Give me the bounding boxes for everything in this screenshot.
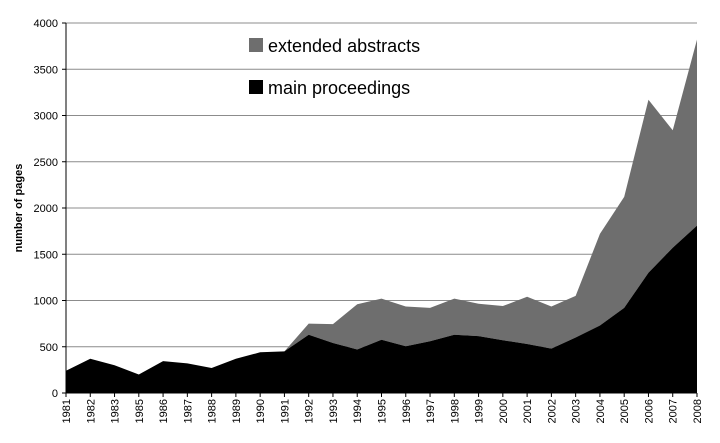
x-tick-label: 1998 — [449, 399, 461, 423]
x-tick-label: 1988 — [207, 399, 219, 423]
gridlines — [66, 22, 697, 348]
legend-label-extended-abstracts: extended abstracts — [268, 36, 420, 56]
x-tick-label: 1982 — [85, 399, 97, 423]
legend: extended abstracts main proceedings — [249, 36, 420, 98]
y-tick-label: 500 — [40, 342, 58, 354]
y-tick-label: 3000 — [34, 111, 58, 123]
x-tick-label: 2008 — [692, 399, 704, 423]
area-extended-abstracts — [66, 39, 697, 375]
x-tick-label: 1983 — [110, 399, 122, 423]
x-tick-label: 1985 — [134, 399, 146, 423]
x-tick-labels: 1981 1982 1983 1985 1986 1987 1988 1989 1990 1991… — [61, 399, 704, 423]
y-tick-label: 2000 — [34, 203, 58, 215]
x-tick-label: 1987 — [182, 399, 194, 423]
x-tick-label: 2004 — [595, 399, 607, 423]
x-tick-label: 2005 — [619, 399, 631, 423]
legend-swatch-main-proceedings — [249, 80, 263, 94]
x-tick-label: 1981 — [61, 399, 73, 423]
x-tick-label: 2002 — [546, 399, 558, 423]
x-tick-label: 2007 — [668, 399, 680, 423]
y-tick-label: 3500 — [34, 64, 58, 76]
area-main-proceedings — [66, 225, 697, 393]
y-axis-label: number of pages — [13, 164, 25, 253]
x-tick-label: 1991 — [279, 399, 291, 423]
x-tick-label: 1996 — [401, 399, 413, 423]
y-tick-label: 2500 — [34, 157, 58, 169]
axes — [62, 22, 698, 397]
x-tick-label: 1992 — [304, 399, 316, 423]
legend-swatch-extended-abstracts — [249, 38, 263, 52]
y-tick-label: 4000 — [34, 18, 58, 30]
x-tick-label: 1999 — [474, 399, 486, 423]
x-tick-label: 1997 — [425, 399, 437, 423]
x-tick-label: 1989 — [231, 399, 243, 423]
y-tick-labels: 0 500 1000 1500 2000 2500 3000 3500 4000 — [34, 18, 58, 400]
x-tick-label: 2003 — [571, 399, 583, 423]
x-tick-label: 1993 — [328, 399, 340, 423]
legend-label-main-proceedings: main proceedings — [268, 78, 410, 98]
x-tick-label: 1990 — [255, 399, 267, 423]
x-tick-label: 2006 — [643, 399, 655, 423]
area-series — [66, 39, 697, 393]
x-tick-label: 2001 — [522, 399, 534, 423]
x-tick-label: 1994 — [352, 399, 364, 423]
y-tick-label: 1500 — [34, 249, 58, 261]
x-tick-label: 1995 — [377, 399, 389, 423]
x-tick-label: 2000 — [498, 399, 510, 423]
y-tick-label: 1000 — [34, 296, 58, 308]
y-tick-label: 0 — [52, 388, 58, 400]
x-tick-label: 1986 — [158, 399, 170, 423]
